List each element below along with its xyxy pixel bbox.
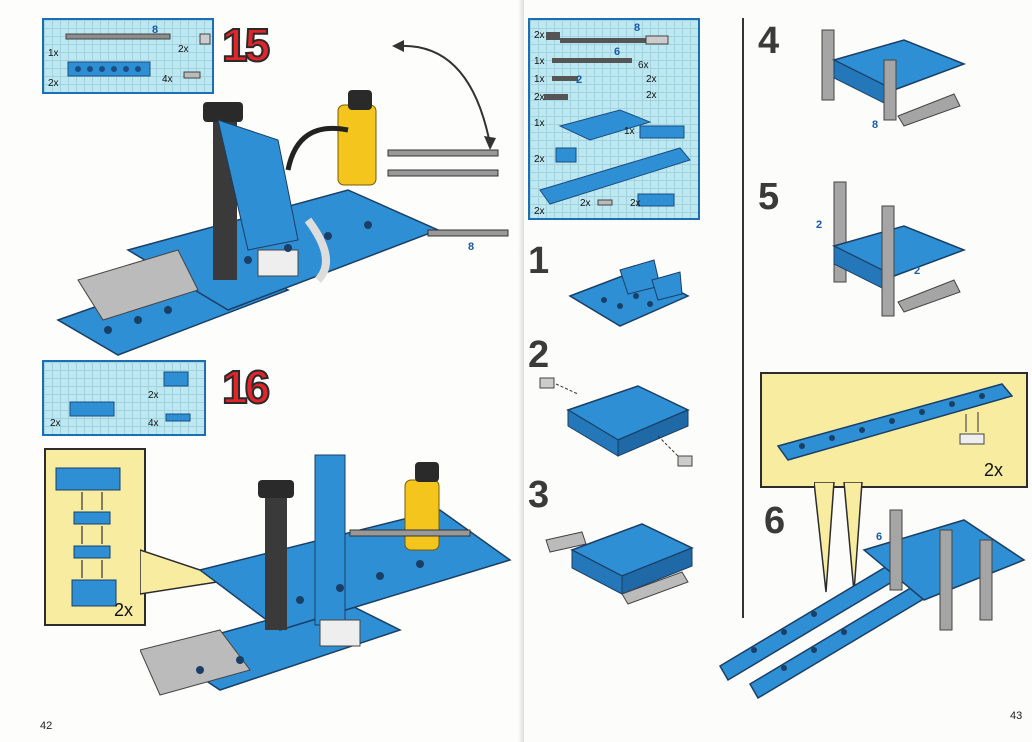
bush-part-icon xyxy=(199,33,211,45)
part-qty: 2x xyxy=(48,78,59,89)
step2-illustration xyxy=(539,377,693,467)
step-2-number: 2 xyxy=(528,334,550,376)
step4-length-label: 8 xyxy=(872,119,878,131)
step16-parts-box: 2x 2x 4x xyxy=(42,360,206,436)
part-qty: 2x xyxy=(630,198,641,209)
step4-illustration: 8 xyxy=(821,29,967,131)
step15-parts-art xyxy=(65,33,211,79)
step6-callout: 2x xyxy=(760,372,1028,488)
axle-part-icon xyxy=(65,33,171,40)
step-5-number: 5 xyxy=(758,176,780,218)
part-qty: 2x xyxy=(534,154,545,165)
part-qty: 6x xyxy=(638,60,649,71)
callout-pointer xyxy=(814,482,863,593)
part-qty: 1x xyxy=(534,56,545,67)
step6-callout-art xyxy=(776,383,1014,461)
part-qty: 4x xyxy=(148,418,159,429)
step1-illustration xyxy=(568,259,690,327)
step5-illustration: 2 2 xyxy=(816,181,967,317)
callout-qty: 2x xyxy=(984,460,1004,480)
part-qty: 1x xyxy=(48,48,59,59)
part-qty: 2x xyxy=(646,90,657,101)
step5-length-label: 2 xyxy=(816,219,822,231)
step16-parts-art xyxy=(69,371,191,422)
column-divider xyxy=(742,18,744,618)
step5-length-label: 2 xyxy=(914,265,920,277)
rotate-arrow-icon xyxy=(392,40,496,150)
part-qty: 2x xyxy=(580,198,591,209)
page-number-right: 43 xyxy=(1010,710,1023,722)
peg-part-icon xyxy=(183,71,201,79)
right-parts-box: 2x 8 1x 6 1x 2 2x 6x 2x 2x 1x 1x 2x 2x 2… xyxy=(528,18,700,220)
step-1-number: 1 xyxy=(528,240,550,282)
step16-callout-art xyxy=(55,467,121,607)
part-qty: 2x xyxy=(646,74,657,85)
part-qty: 2x xyxy=(50,418,61,429)
step15-length-label: 8 xyxy=(468,241,474,253)
step16-model-illustration xyxy=(140,454,512,696)
part-qty: 1x xyxy=(534,74,545,85)
part-qty: 2x xyxy=(534,92,545,103)
part-qty: 2x xyxy=(178,44,189,55)
step-4-number: 4 xyxy=(758,20,780,62)
left-page: 1x 8 2x 2x 4x 15 xyxy=(40,18,512,732)
page-number-left: 42 xyxy=(40,720,53,732)
part-qty: 2x xyxy=(534,206,545,217)
part-length-label: 8 xyxy=(634,22,641,34)
beam-part-icon xyxy=(69,401,115,417)
right-page: 2x 8 1x 6 1x 2 2x 6x 2x 2x 1x 1x 2x 2x 2… xyxy=(524,0,1032,742)
part-qty: 4x xyxy=(162,74,173,85)
part-length-label: 6 xyxy=(614,46,621,58)
brick-part-icon xyxy=(163,371,189,387)
step6-illustration: 6 xyxy=(718,509,1026,700)
part-qty: 2x xyxy=(148,390,159,401)
step-6-number: 6 xyxy=(764,500,786,542)
callout-qty: 2x xyxy=(114,600,134,620)
step16-callout: 2x xyxy=(44,448,146,626)
part-qty: 1x xyxy=(534,118,545,129)
callout-pointer xyxy=(140,549,230,595)
step-3-number: 3 xyxy=(528,474,550,516)
step6-length-label: 6 xyxy=(876,531,882,543)
plate-part-icon xyxy=(165,413,191,422)
step15-parts-box: 1x 8 2x 2x 4x xyxy=(42,18,214,94)
axle-length-label: 8 xyxy=(152,24,159,36)
part-qty: 2x xyxy=(534,30,545,41)
step-15-number: 15 xyxy=(221,18,271,72)
step3-illustration xyxy=(545,523,694,605)
part-qty: 1x xyxy=(624,126,635,137)
beam-part-icon xyxy=(67,61,151,77)
right-parts-art xyxy=(539,32,691,207)
step15-model-illustration: 8 xyxy=(56,90,509,356)
step-16-number: 16 xyxy=(221,360,271,414)
part-length-label: 2 xyxy=(576,74,583,86)
